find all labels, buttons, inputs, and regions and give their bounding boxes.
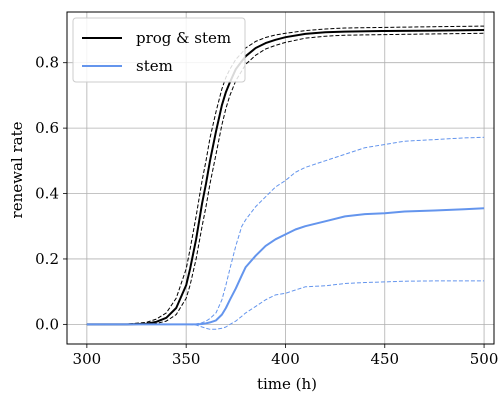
series-line-0 (86, 29, 485, 326)
y-tick-label: 0.0 (35, 315, 59, 333)
series-line-4 (86, 136, 485, 325)
y-tick-label: 0.2 (35, 250, 59, 268)
series-line-5 (86, 280, 485, 330)
x-tick-label: 300 (73, 350, 102, 368)
y-axis-label: renewal rate (8, 121, 26, 218)
legend: prog & stem stem (72, 17, 246, 83)
x-tick-label: 450 (370, 350, 399, 368)
series-layer (86, 25, 485, 330)
legend-label: prog & stem (136, 29, 231, 47)
x-axis-label: time (h) (257, 375, 317, 393)
x-tick-label: 500 (470, 350, 499, 368)
x-tick-label: 400 (271, 350, 300, 368)
x-tick-label: 350 (172, 350, 201, 368)
y-tick-label: 0.6 (35, 119, 59, 137)
y-tick-label: 0.8 (35, 54, 59, 72)
plot-frame (66, 11, 495, 345)
legend-label: stem (136, 57, 173, 75)
ticks: 300 350 400 450 500 0.0 0.2 0.4 0.6 0.8 (35, 54, 498, 368)
series-line-3 (86, 207, 485, 326)
series-line-2 (86, 32, 485, 325)
y-tick-label: 0.4 (35, 185, 59, 203)
